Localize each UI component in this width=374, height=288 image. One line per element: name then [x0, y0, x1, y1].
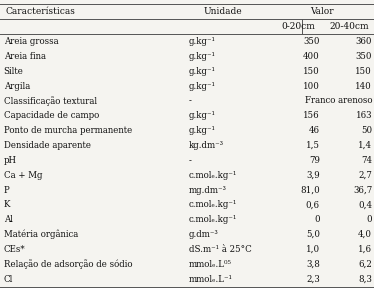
- Text: 1,0: 1,0: [306, 245, 320, 254]
- Text: 0,6: 0,6: [306, 200, 320, 209]
- Text: g.kg⁻¹: g.kg⁻¹: [189, 82, 216, 90]
- Text: g.kg⁻¹: g.kg⁻¹: [189, 52, 216, 61]
- Text: 6,2: 6,2: [358, 260, 372, 269]
- Text: 81,0: 81,0: [300, 185, 320, 194]
- Text: 140: 140: [355, 82, 372, 90]
- Text: 156: 156: [303, 111, 320, 120]
- Text: 400: 400: [303, 52, 320, 61]
- Text: kg.dm⁻³: kg.dm⁻³: [189, 141, 224, 150]
- Text: 350: 350: [356, 52, 372, 61]
- Text: c.molₑ.kg⁻¹: c.molₑ.kg⁻¹: [189, 200, 237, 209]
- Text: Matéria orgânica: Matéria orgânica: [4, 230, 78, 239]
- Text: 2,7: 2,7: [358, 171, 372, 180]
- Text: Areia fina: Areia fina: [4, 52, 46, 61]
- Text: CEs*: CEs*: [4, 245, 25, 254]
- Text: 150: 150: [303, 67, 320, 76]
- Text: Valor: Valor: [310, 7, 334, 16]
- Text: Capacidade de campo: Capacidade de campo: [4, 111, 99, 120]
- Text: 100: 100: [303, 82, 320, 90]
- Text: 8,3: 8,3: [358, 275, 372, 284]
- Text: c.molₑ.kg⁻¹: c.molₑ.kg⁻¹: [189, 215, 237, 224]
- Text: 5,0: 5,0: [306, 230, 320, 239]
- Text: Cl: Cl: [4, 275, 13, 284]
- Text: Areia grossa: Areia grossa: [4, 37, 58, 46]
- Text: pH: pH: [4, 156, 17, 165]
- Text: 1,4: 1,4: [358, 141, 372, 150]
- Text: mg.dm⁻³: mg.dm⁻³: [189, 185, 227, 194]
- Text: 74: 74: [361, 156, 372, 165]
- Text: Densidade aparente: Densidade aparente: [4, 141, 91, 150]
- Text: Relação de adsorção de sódio: Relação de adsorção de sódio: [4, 259, 132, 269]
- Text: 50: 50: [361, 126, 372, 135]
- Text: Franco arenoso: Franco arenoso: [305, 96, 372, 105]
- Text: dS.m⁻¹ à 25°C: dS.m⁻¹ à 25°C: [189, 245, 252, 254]
- Text: 46: 46: [309, 126, 320, 135]
- Text: 360: 360: [356, 37, 372, 46]
- Text: Ponto de murcha permanente: Ponto de murcha permanente: [4, 126, 132, 135]
- Text: Unidade: Unidade: [204, 7, 242, 16]
- Text: 0: 0: [314, 215, 320, 224]
- Text: Argila: Argila: [4, 82, 30, 90]
- Text: Características: Características: [6, 7, 76, 16]
- Text: 150: 150: [355, 67, 372, 76]
- Text: g.kg⁻¹: g.kg⁻¹: [189, 37, 216, 46]
- Text: 1,6: 1,6: [358, 245, 372, 254]
- Text: Ca + Mg: Ca + Mg: [4, 171, 42, 180]
- Text: 3,8: 3,8: [306, 260, 320, 269]
- Text: 1,5: 1,5: [306, 141, 320, 150]
- Text: 0-20cm: 0-20cm: [281, 22, 315, 31]
- Text: 0: 0: [367, 215, 372, 224]
- Text: mmolₑ.L⁻¹: mmolₑ.L⁻¹: [189, 275, 233, 284]
- Text: Silte: Silte: [4, 67, 24, 76]
- Text: 163: 163: [356, 111, 372, 120]
- Text: Classificação textural: Classificação textural: [4, 96, 97, 106]
- Text: K: K: [4, 200, 10, 209]
- Text: g.kg⁻¹: g.kg⁻¹: [189, 111, 216, 120]
- Text: -: -: [189, 156, 192, 165]
- Text: 79: 79: [309, 156, 320, 165]
- Text: 3,9: 3,9: [306, 171, 320, 180]
- Text: mmolₑ.L⁰⁵: mmolₑ.L⁰⁵: [189, 260, 232, 269]
- Text: g.dm⁻³: g.dm⁻³: [189, 230, 219, 239]
- Text: 36,7: 36,7: [353, 185, 372, 194]
- Text: -: -: [189, 96, 192, 105]
- Text: 20-40cm: 20-40cm: [329, 22, 368, 31]
- Text: 4,0: 4,0: [358, 230, 372, 239]
- Text: 2,3: 2,3: [306, 275, 320, 284]
- Text: c.molₑ.kg⁻¹: c.molₑ.kg⁻¹: [189, 171, 237, 180]
- Text: Al: Al: [4, 215, 13, 224]
- Text: g.kg⁻¹: g.kg⁻¹: [189, 67, 216, 76]
- Text: g.kg⁻¹: g.kg⁻¹: [189, 126, 216, 135]
- Text: P: P: [4, 185, 9, 194]
- Text: 350: 350: [303, 37, 320, 46]
- Text: 0,4: 0,4: [358, 200, 372, 209]
